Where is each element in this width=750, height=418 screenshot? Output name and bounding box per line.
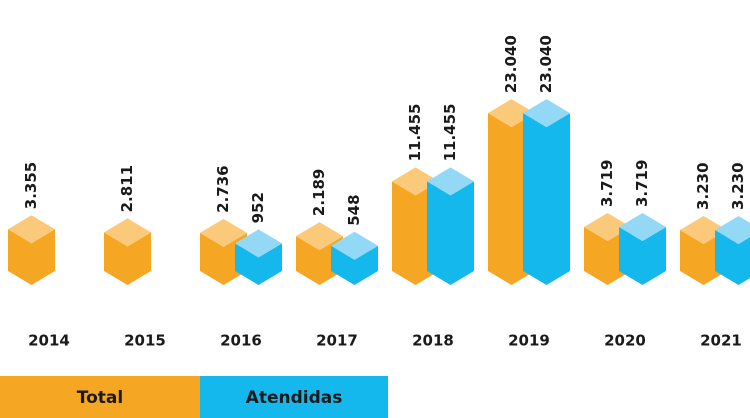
value-label: 3.719 <box>598 160 616 207</box>
bar <box>523 113 570 286</box>
bar-top <box>619 213 666 242</box>
x-tick-label: 2018 <box>412 332 454 350</box>
value-label: 952 <box>249 192 267 223</box>
bar-top <box>715 215 750 244</box>
value-label: 2.736 <box>214 165 232 212</box>
value-label: 3.230 <box>729 162 747 209</box>
bar-top <box>104 218 151 247</box>
value-label: 2.189 <box>310 169 328 216</box>
value-label: 23.040 <box>537 35 555 93</box>
value-label: 3.355 <box>22 162 40 209</box>
bar-top <box>235 229 282 258</box>
legend-label: Atendidas <box>246 388 343 408</box>
value-label: 548 <box>345 194 363 225</box>
x-tick-label: 2017 <box>316 332 358 350</box>
legend-swatch <box>0 376 200 418</box>
x-tick-label: 2021 <box>700 332 742 350</box>
bar-top <box>296 222 343 251</box>
legend-swatch <box>200 376 388 418</box>
bar <box>331 245 378 285</box>
bar-top <box>331 231 378 260</box>
x-tick-label: 2014 <box>28 332 70 350</box>
value-label: 3.230 <box>694 162 712 209</box>
bar-top <box>200 218 247 247</box>
value-label: 23.040 <box>502 35 520 93</box>
bar <box>8 229 55 285</box>
bar-top <box>523 99 570 128</box>
x-tick-label: 2020 <box>604 332 646 350</box>
value-label: 11.455 <box>441 104 459 162</box>
value-label: 11.455 <box>406 104 424 162</box>
bar-top <box>427 167 474 196</box>
x-tick-label: 2016 <box>220 332 262 350</box>
x-tick-label: 2015 <box>124 332 166 350</box>
bar <box>619 227 666 285</box>
bar <box>104 232 151 285</box>
bar <box>235 243 282 285</box>
bar <box>715 229 750 285</box>
value-label: 2.811 <box>118 165 136 212</box>
value-label: 3.719 <box>633 160 651 207</box>
legend-label: Total <box>77 388 123 408</box>
bar <box>427 181 474 285</box>
x-tick-label: 2019 <box>508 332 550 350</box>
bar-top <box>8 215 55 244</box>
